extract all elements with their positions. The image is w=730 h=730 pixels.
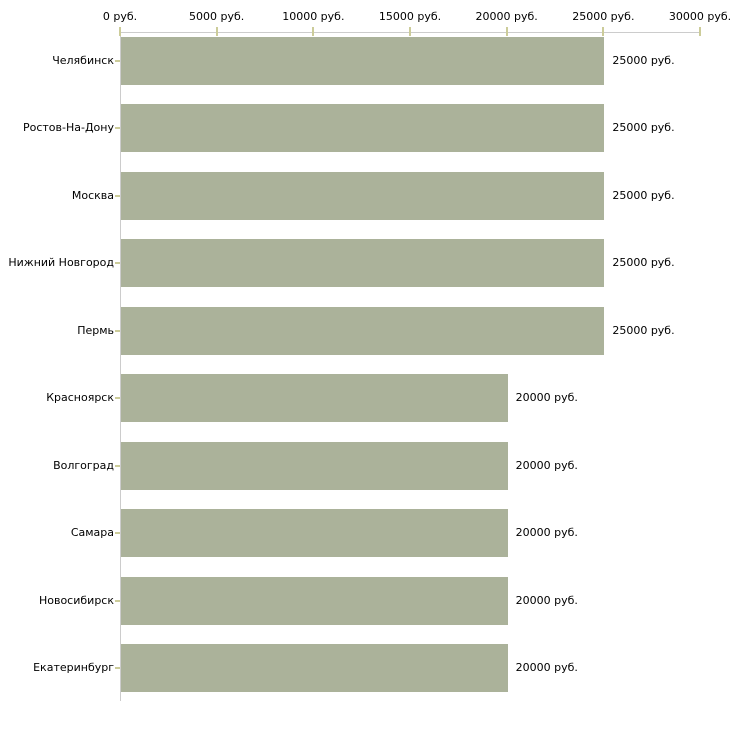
value-label: 20000 руб.: [515, 593, 578, 607]
x-axis-tick-mark: [409, 27, 411, 36]
bar: [121, 239, 605, 288]
x-axis-tick-label: 0 руб.: [102, 10, 138, 23]
category-label: Екатеринбург: [33, 660, 114, 674]
x-axis-tick-label: 5000 руб.: [189, 10, 245, 23]
x-axis-tick-mark: [699, 27, 701, 36]
x-axis-tick-mark: [119, 27, 121, 36]
bar: [121, 306, 605, 355]
x-axis-tick-label: 30000 руб.: [668, 10, 730, 23]
category-label: Пермь: [77, 323, 114, 337]
x-axis-tick-label: 10000 руб.: [282, 10, 345, 23]
bar: [121, 104, 605, 153]
category-label: Челябинск: [52, 54, 114, 67]
bar-row: Челябинск 25000 руб.: [0, 37, 730, 85]
bar: [121, 171, 605, 220]
value-label: 25000 руб.: [612, 323, 675, 337]
x-axis-tick-mark: [312, 27, 315, 36]
category-tick-mark: [115, 599, 120, 602]
value-label: 25000 руб.: [612, 121, 675, 135]
category-label: Ростов-На-Дону: [22, 121, 114, 135]
category-label: Новосибирск: [38, 593, 114, 607]
value-label: 20000 руб.: [515, 391, 578, 405]
value-label: 20000 руб.: [515, 526, 578, 540]
bar: [121, 374, 508, 423]
bar: [121, 37, 605, 85]
x-axis-tick-mark: [215, 27, 218, 36]
category-tick-mark: [115, 666, 120, 669]
value-label: 20000 руб.: [515, 458, 578, 472]
bar-row: Волгоград 20000 руб.: [0, 441, 730, 490]
x-axis-tick-label: 25000 руб.: [572, 10, 635, 23]
category-tick-mark: [115, 262, 120, 265]
bar-row: Нижний Новгород 25000 руб.: [0, 239, 730, 288]
bar-row: Самара 20000 руб.: [0, 509, 730, 558]
bar-row: Новосибирск 20000 руб.: [0, 576, 730, 625]
category-tick-mark: [115, 127, 120, 130]
bar: [121, 643, 508, 692]
bar: [121, 441, 508, 490]
category-tick-mark: [115, 329, 120, 332]
category-label: Волгоград: [53, 458, 114, 472]
x-axis-tick-mark: [505, 27, 508, 36]
bar-row: Красноярск 20000 руб.: [0, 374, 730, 423]
category-tick-mark: [115, 60, 120, 62]
bar: [121, 509, 508, 558]
bar: [121, 576, 508, 625]
bar-row: Ростов-На-Дону 25000 руб.: [0, 104, 730, 153]
x-axis-tick-label: 15000 руб.: [378, 10, 442, 23]
category-label: Самара: [70, 526, 114, 540]
category-label: Красноярск: [46, 391, 114, 405]
x-axis-tick-label: 20000 руб.: [475, 10, 538, 23]
category-label: Москва: [71, 188, 114, 202]
x-axis-tick-mark: [602, 27, 605, 36]
category-label: Нижний Новгород: [8, 256, 114, 270]
value-label: 20000 руб.: [515, 660, 578, 674]
category-tick-mark: [115, 532, 120, 535]
bar-row: Пермь 25000 руб.: [0, 306, 730, 355]
bar-row: Екатеринбург 20000 руб.: [0, 643, 730, 692]
value-label: 25000 руб.: [612, 256, 675, 270]
value-label: 25000 руб.: [612, 54, 675, 67]
category-tick-mark: [115, 464, 120, 467]
category-tick-mark: [115, 194, 120, 197]
y-axis-line: [120, 32, 121, 701]
bar-row: Москва 25000 руб.: [0, 171, 730, 220]
value-label: 25000 руб.: [612, 188, 675, 202]
category-tick-mark: [115, 397, 120, 400]
